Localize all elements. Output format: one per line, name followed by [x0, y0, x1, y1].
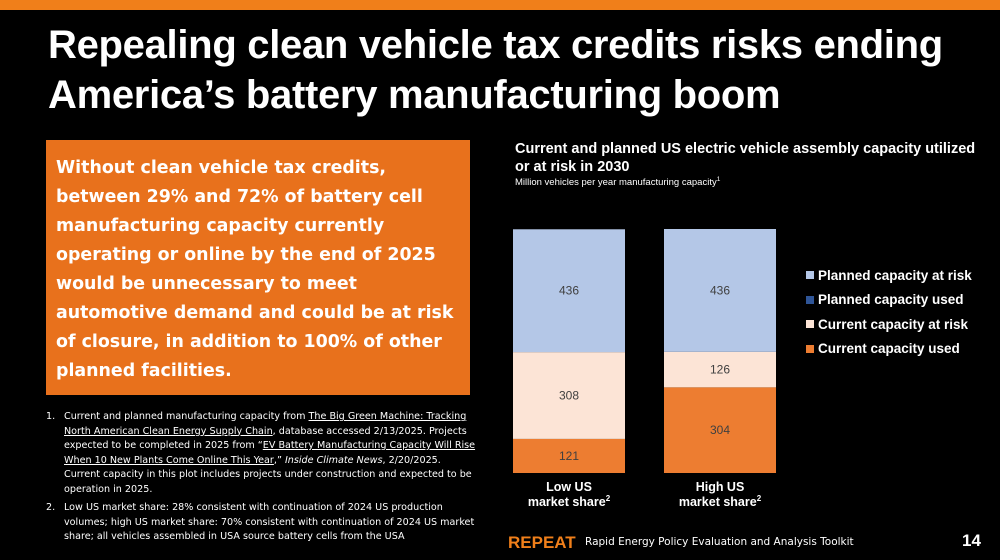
- legend-label-planned-capacity-at-risk: Planned capacity at risk: [818, 267, 972, 283]
- bar-segment-current-capacity-at-risk-2: [664, 351, 776, 388]
- legend-swatch-planned-capacity-at-risk: [806, 271, 814, 280]
- footnote-1-text-a: Current and planned manufacturing capaci…: [64, 411, 309, 422]
- page-number: 14: [962, 531, 981, 550]
- data-label-current-capacity-at-risk-2: 126: [710, 363, 730, 377]
- category-footnote-1: 2: [606, 494, 611, 503]
- category-label-2-line-1: High US: [696, 480, 745, 494]
- bar-segment-current-capacity-used-2: [664, 387, 776, 473]
- bar-segment-planned-capacity-at-risk-2: [664, 229, 776, 352]
- repeat-logo: REPEAT: [508, 533, 576, 552]
- footnotes: 1. Current and planned manufacturing cap…: [46, 410, 476, 549]
- legend-item-current-capacity-used: Current capacity used: [806, 337, 972, 362]
- data-label-current-capacity-used-1: 121: [559, 449, 579, 463]
- legend-swatch-current-capacity-used: [806, 344, 814, 353]
- data-label-current-capacity-used-2: 304: [710, 423, 730, 437]
- slide-title: Repealing clean vehicle tax credits risk…: [48, 23, 943, 117]
- callout-box: Without clean vehicle tax credits, betwe…: [46, 140, 470, 395]
- data-label-planned-capacity-at-risk-2: 436: [710, 283, 730, 297]
- footnote-2: 2. Low US market share: 28% consistent w…: [46, 501, 476, 545]
- category-label-1-line-1: Low US: [546, 480, 592, 494]
- bar-segment-planned-capacity-at-risk-1: [513, 229, 625, 353]
- footnote-1: 1. Current and planned manufacturing cap…: [46, 410, 476, 497]
- top-accent-bar: [0, 0, 1000, 10]
- chart-subtitle-footnote: 1: [716, 176, 721, 183]
- legend-label-planned-capacity-used: Planned capacity used: [818, 292, 964, 308]
- legend-item-current-capacity-at-risk: Current capacity at risk: [806, 312, 972, 337]
- chart-subtitle: Million vehicles per year manufacturing …: [515, 176, 720, 188]
- legend-label-current-capacity-used: Current capacity used: [818, 341, 960, 357]
- bar-segment-current-capacity-used-1: [513, 438, 625, 473]
- legend-item-planned-capacity-at-risk: Planned capacity at risk: [806, 263, 972, 288]
- data-label-planned-capacity-at-risk-1: 436: [559, 284, 579, 298]
- footnote-2-number: 2.: [46, 502, 56, 513]
- footnote-2-text: Low US market share: 28% consistent with…: [64, 502, 475, 542]
- footer-tagline: Rapid Energy Policy Evaluation and Analy…: [585, 536, 854, 548]
- legend-label-current-capacity-at-risk: Current capacity at risk: [818, 316, 969, 332]
- footnote-1-link-ev-battery[interactable]: EV Battery Manufacturing Capacity Will R…: [64, 440, 476, 466]
- legend-item-planned-capacity-used: Planned capacity used: [806, 288, 972, 313]
- footnote-1-text-d: , 2/20/2025. Current capacity in this pl…: [64, 454, 472, 495]
- bar-segment-current-capacity-at-risk-1: [513, 352, 625, 439]
- legend-swatch-current-capacity-at-risk: [806, 320, 814, 329]
- chart-title: Current and planned US electric vehicle …: [515, 141, 976, 175]
- category-label-1-line-2: market share2: [528, 494, 611, 509]
- legend-swatch-planned-capacity-used: [806, 295, 814, 304]
- data-label-current-capacity-at-risk-1: 308: [559, 389, 579, 403]
- chart-subtitle-text: Million vehicles per year manufacturing …: [515, 177, 717, 189]
- footnote-1-text-b: , database accessed 2/13/2025. Projects …: [64, 425, 467, 452]
- callout-text: Without clean vehicle tax credits, betwe…: [56, 158, 454, 381]
- category-label-2-line-2: market share2: [679, 494, 762, 509]
- footnote-1-link-big-green-machine[interactable]: The Big Green Machine: Tracking North Am…: [64, 411, 467, 437]
- footnote-1-text-c: ,”: [273, 454, 285, 466]
- category-footnote-2: 2: [757, 494, 762, 503]
- chart-legend: Planned capacity at risk Planned capacity…: [806, 263, 972, 361]
- footnote-1-source: Inside Climate News: [284, 454, 383, 466]
- footnote-1-number: 1.: [46, 411, 56, 422]
